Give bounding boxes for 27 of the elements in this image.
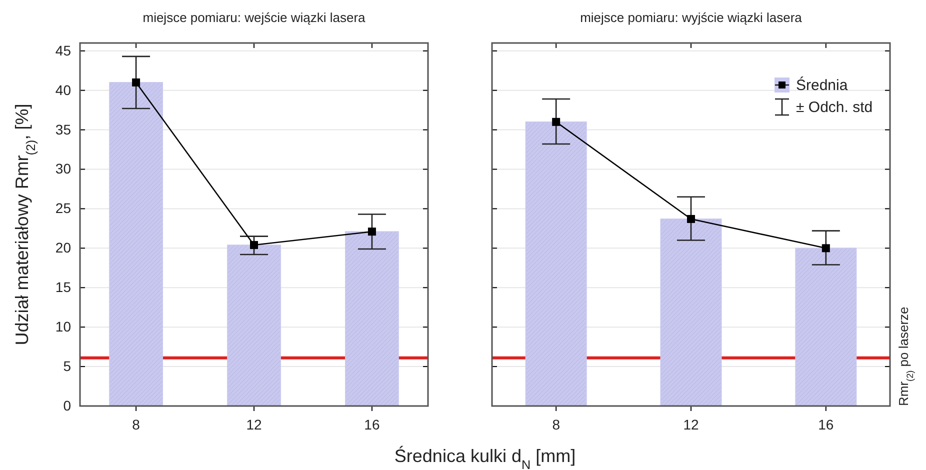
- x-tick-label: 12: [683, 416, 699, 432]
- y-tick-label: 20: [55, 240, 72, 256]
- x-tick-label: 8: [132, 416, 140, 432]
- point: [132, 78, 140, 86]
- annotation: ± Odch. std: [796, 99, 873, 116]
- y-tick-label: 5: [63, 358, 72, 374]
- y-tick-label: 15: [55, 279, 72, 296]
- y-tick-label: 10: [55, 318, 72, 335]
- chart-title: miejsce pomiaru: wyjście wiązki lasera: [580, 10, 803, 25]
- legend-label: Średnia: [796, 76, 848, 94]
- x-tick-label: 8: [552, 416, 560, 432]
- y-tick-label: 35: [55, 121, 72, 138]
- point: [250, 241, 258, 250]
- y-tick-label: 45: [55, 42, 72, 58]
- x-tick-label: 16: [818, 416, 834, 432]
- chart-title: miejsce pomiaru: wejście wiązki lasera: [142, 10, 366, 25]
- bar: [345, 231, 399, 406]
- point: [368, 228, 376, 236]
- y-tick-label: 40: [55, 82, 72, 98]
- bar: [227, 244, 281, 406]
- x-tick-label: 12: [246, 416, 262, 432]
- y-tick-label: 25: [55, 200, 72, 216]
- bar: [109, 82, 163, 406]
- x-tick-label: 16: [364, 416, 380, 432]
- y-tick-label: 30: [55, 160, 72, 177]
- y-tick-label: 0: [63, 397, 72, 414]
- x-axis-title: Średnica kulki d$_{N}$ [mm]: [394, 445, 576, 470]
